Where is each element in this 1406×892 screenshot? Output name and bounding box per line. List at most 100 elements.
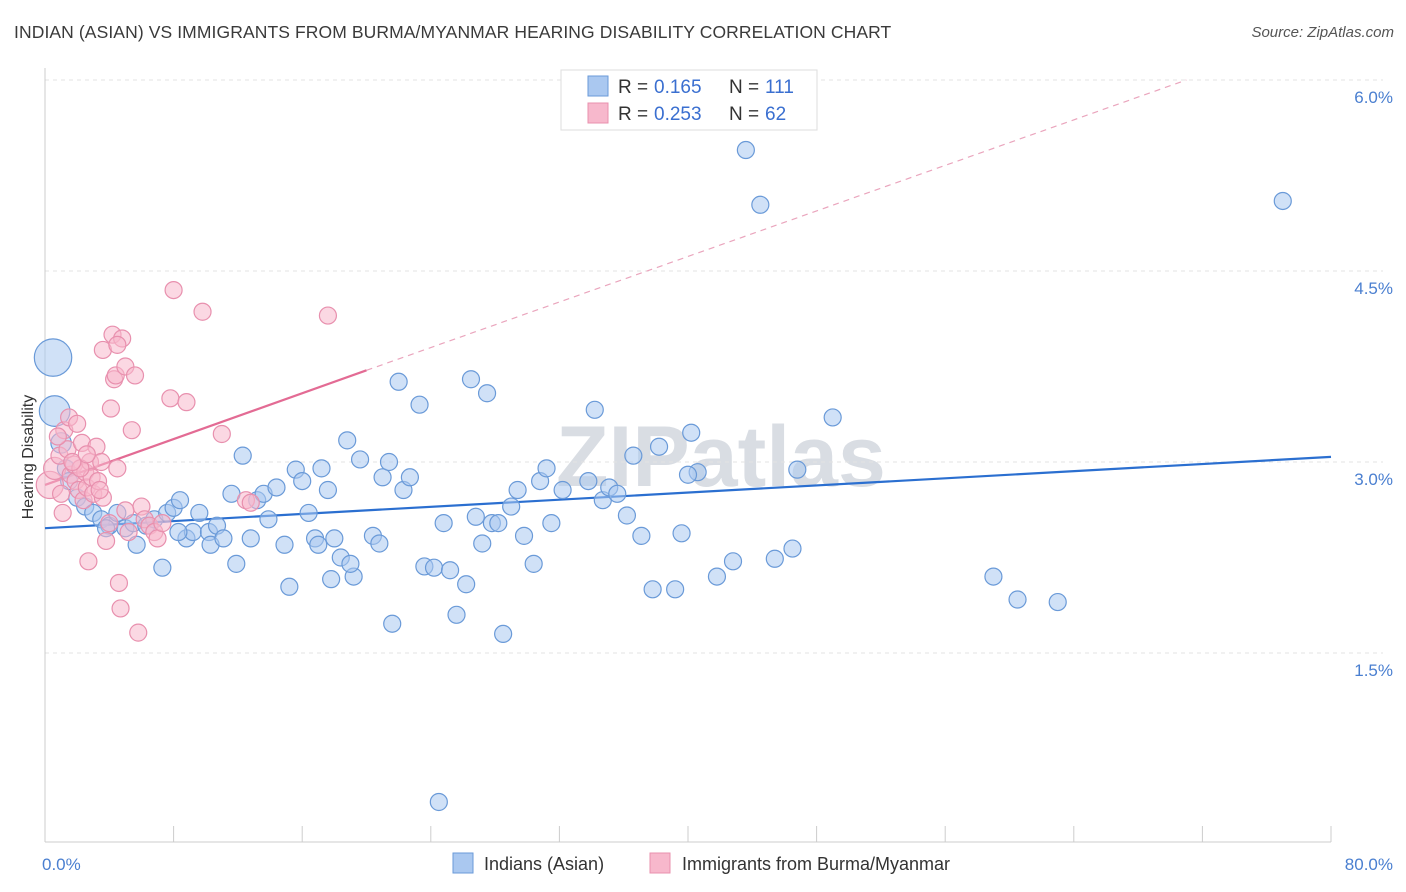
indians-point-52 <box>383 614 402 633</box>
indians-point-74 <box>524 554 543 573</box>
burma-point-22 <box>92 452 111 472</box>
bottom-legend-swatch-blue <box>452 852 474 874</box>
burma-point-46 <box>164 281 183 300</box>
burma-point-47 <box>177 393 196 412</box>
y-tick-label-0: 1.5% <box>1354 661 1393 680</box>
indians-point-51 <box>379 452 399 472</box>
indians-point-0 <box>33 338 73 377</box>
indians-point-63 <box>457 575 476 594</box>
bottom-legend: Indians (Asian) Immigrants from Burma/My… <box>452 852 950 874</box>
burma-point-48 <box>193 302 212 321</box>
burma-point-16 <box>79 552 98 571</box>
indians-point-38 <box>293 472 312 491</box>
axes <box>44 68 1332 843</box>
indians-point-85 <box>624 446 643 465</box>
burma-point-37 <box>125 366 145 385</box>
indians-point-99 <box>788 460 807 479</box>
legend: R = 0.165 N = 111 R = 0.253 N = 62 <box>560 69 818 131</box>
indians-point-53 <box>389 372 408 391</box>
indians-point-84 <box>617 506 637 525</box>
indians-point-61 <box>440 561 460 580</box>
indians-point-26 <box>214 529 233 548</box>
burma-point-31 <box>109 573 129 593</box>
indians-point-34 <box>267 478 286 497</box>
indians-point-104 <box>1273 191 1292 211</box>
indians-point-36 <box>280 577 299 596</box>
indians-point-59 <box>429 792 448 812</box>
bottom-legend-label-indians: Indians (Asian) <box>484 854 604 874</box>
chart-title: INDIAN (ASIAN) VS IMMIGRANTS FROM BURMA/… <box>14 22 892 42</box>
indians-point-107 <box>322 570 341 589</box>
indians-point-76 <box>537 459 556 478</box>
burma-point-10 <box>68 414 87 433</box>
indians-point-80 <box>585 400 604 419</box>
burma-point-49 <box>212 424 231 444</box>
legend-swatch-pink <box>587 102 609 124</box>
indians-point-96 <box>751 195 770 214</box>
y-tick-label-3: 6.0% <box>1354 88 1393 107</box>
bottom-legend-swatch-burma <box>649 852 671 874</box>
indians-point-58 <box>424 558 444 577</box>
y-tick-label-1: 3.0% <box>1354 470 1393 489</box>
burma-point-26 <box>101 399 121 418</box>
burma-point-61 <box>116 501 135 520</box>
indians-point-16 <box>153 558 172 577</box>
indians-point-72 <box>508 480 527 500</box>
indians-point-110 <box>309 535 328 554</box>
indians-point-65 <box>466 507 485 526</box>
indians-point-41 <box>312 459 331 478</box>
burma-point-45 <box>161 389 180 408</box>
indians-point-30 <box>241 529 260 548</box>
indians-point-50 <box>373 468 392 487</box>
indians-point-100 <box>823 408 842 427</box>
indians-point-45 <box>338 431 357 450</box>
burma-point-35 <box>119 522 138 542</box>
indians-point-73 <box>514 526 534 545</box>
y-axis-title: Hearing Disability <box>20 395 37 520</box>
indians-point-89 <box>666 580 685 599</box>
data-points <box>33 140 1292 812</box>
indians-point-47 <box>350 450 370 469</box>
burma-point-24 <box>96 531 116 551</box>
indians-point-103 <box>1048 592 1067 612</box>
burma-point-52 <box>318 306 338 325</box>
legend-n-value-2: 62 <box>765 104 786 125</box>
indians-point-64 <box>461 370 481 389</box>
burma-point-55 <box>53 503 72 523</box>
trend-line-indians <box>44 455 1332 530</box>
indians-point-43 <box>325 529 344 548</box>
burma-point-32 <box>111 599 130 618</box>
legend-r-value-1: 0.165 <box>654 77 702 98</box>
indians-point-22 <box>190 503 209 523</box>
x-tick-label-min: 0.0% <box>42 855 81 874</box>
trend-line-burma-extension <box>366 79 1187 371</box>
indians-point-102 <box>1008 590 1027 609</box>
indians-point-56 <box>410 395 429 414</box>
burma-point-38 <box>129 623 148 642</box>
indians-point-35 <box>275 535 294 554</box>
indians-point-93 <box>707 567 727 586</box>
indians-point-90 <box>672 524 691 543</box>
legend-n-label-2: N = <box>729 104 759 125</box>
burma-point-60 <box>77 445 96 464</box>
indians-point-86 <box>632 526 651 545</box>
indians-point-55 <box>400 468 420 487</box>
x-tick-label-max: 80.0% <box>1345 855 1393 874</box>
burma-point-3 <box>51 484 71 503</box>
indians-point-108 <box>678 465 698 484</box>
series-indians <box>33 140 1292 812</box>
burma-point-43 <box>148 529 167 548</box>
burma-point-51 <box>241 493 260 512</box>
bottom-legend-label-burma: Immigrants from Burma/Myanmar <box>682 854 950 874</box>
legend-swatch-blue <box>587 75 609 97</box>
indians-point-83 <box>608 484 627 503</box>
indians-point-62 <box>447 605 466 624</box>
indians-point-71 <box>502 497 521 516</box>
indians-point-106 <box>169 522 188 542</box>
burma-point-58 <box>48 427 67 446</box>
burma-point-30 <box>108 459 127 478</box>
indians-point-69 <box>489 514 508 533</box>
indians-point-19 <box>170 491 190 510</box>
indians-point-49 <box>370 534 389 553</box>
